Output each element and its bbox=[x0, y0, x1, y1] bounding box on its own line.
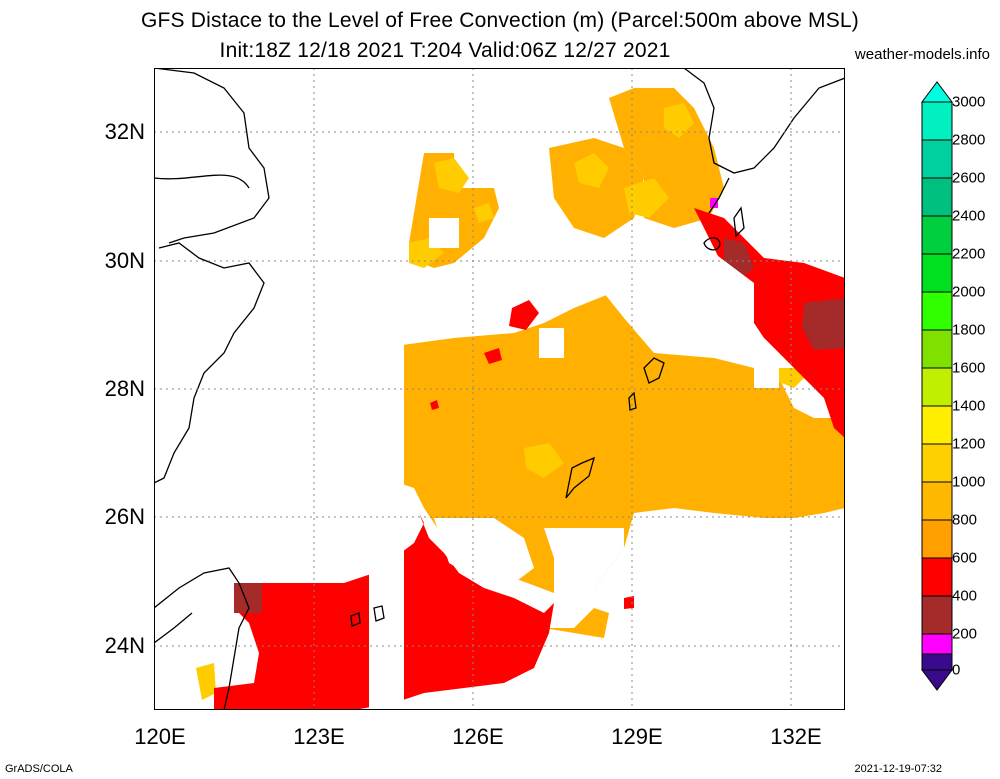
footer-timestamp: 2021-12-19-07:32 bbox=[854, 763, 942, 775]
x-tick-120e: 120E bbox=[134, 724, 186, 749]
y-tick-24n: 24N bbox=[104, 633, 145, 658]
site-credit: weather-models.info bbox=[854, 46, 990, 63]
cbar-label-1000: 1000 bbox=[952, 473, 986, 491]
cbar-label-1400: 1400 bbox=[952, 397, 986, 415]
map-frame bbox=[154, 68, 845, 710]
colorbar bbox=[921, 81, 953, 691]
cbar-label-1200: 1200 bbox=[952, 435, 986, 453]
cbar-label-0: 0 bbox=[952, 661, 961, 679]
cbar-label-2000: 2000 bbox=[952, 283, 986, 301]
y-tick-26n: 26N bbox=[104, 504, 145, 529]
cbar-label-2200: 2200 bbox=[952, 245, 986, 263]
field-missing bbox=[154, 68, 845, 708]
cbar-label-800: 800 bbox=[952, 511, 978, 529]
footer-credit: GrADS/COLA bbox=[5, 763, 73, 775]
cbar-label-1600: 1600 bbox=[952, 359, 986, 377]
cbar-label-600: 600 bbox=[952, 549, 978, 567]
gridlines bbox=[154, 68, 845, 710]
x-tick-129e: 129E bbox=[611, 724, 663, 749]
cbar-label-2800: 2800 bbox=[952, 131, 986, 149]
y-tick-30n: 30N bbox=[104, 248, 145, 273]
y-tick-32n: 32N bbox=[104, 119, 145, 144]
cbar-label-2600: 2600 bbox=[952, 169, 986, 187]
map-plot bbox=[154, 68, 845, 710]
cbar-label-1800: 1800 bbox=[952, 321, 986, 339]
y-tick-28n: 28N bbox=[104, 376, 145, 401]
cbar-label-200: 200 bbox=[952, 625, 978, 643]
x-tick-123e: 123E bbox=[293, 724, 345, 749]
title-line-2: Init:18Z 12/18 2021 T:204 Valid:06Z 12/2… bbox=[219, 39, 671, 62]
cbar-label-2400: 2400 bbox=[952, 207, 986, 225]
title-line-1: GFS Distace to the Level of Free Convect… bbox=[141, 9, 859, 32]
cbar-label-3000: 3000 bbox=[952, 93, 986, 111]
field-magenta bbox=[710, 198, 718, 208]
coastlines bbox=[154, 68, 845, 710]
cbar-label-400: 400 bbox=[952, 587, 978, 605]
x-tick-132e: 132E bbox=[770, 724, 822, 749]
x-tick-126e: 126E bbox=[452, 724, 504, 749]
